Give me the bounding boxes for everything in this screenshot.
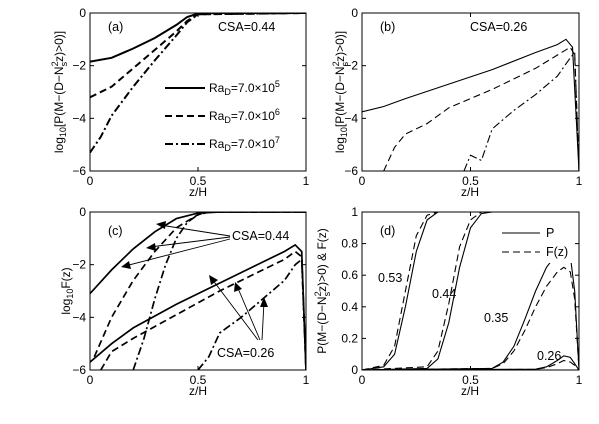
arrow-044-3: [124, 238, 231, 267]
panel-d-ylabel: P(M−(D−N2sz)>0) & F(z): [313, 228, 332, 354]
legend-label-F: F(z): [546, 245, 568, 259]
x-tick-label: 0.5: [462, 174, 479, 188]
series-line-solid: [362, 38, 579, 171]
x-tick-label: 0: [87, 373, 94, 387]
arrowhead-026-1: [209, 275, 218, 285]
panel-b: (b) CSA=0.26 z/H log10[P(M−(D−N2sz)>0)] …: [331, 6, 583, 199]
panel-d-xlabel: z/H: [461, 384, 479, 398]
series-line-dashdot-CSA=0.26: [197, 257, 306, 370]
y-tick-label: −2: [344, 59, 358, 73]
y-tick-label: 0.6: [341, 268, 358, 282]
x-tick-label: 1: [303, 174, 310, 188]
series-line-solid: [90, 13, 306, 63]
y-tick-label: −4: [72, 310, 86, 324]
arrowhead-044-3: [121, 261, 131, 269]
y-tick-label: −2: [72, 59, 86, 73]
arrow-026-2: [236, 285, 261, 341]
series-line-dashdot: [463, 51, 579, 171]
panel-b-annotation: CSA=0.26: [470, 20, 527, 34]
y-tick-label: 0: [79, 6, 86, 20]
series-line-solid-0.26: [362, 355, 579, 370]
series-line-dashed-0.53: [362, 212, 579, 370]
arrow-044-2: [149, 236, 231, 248]
y-tick-label: 1: [351, 205, 358, 219]
panel-a-xlabel: z/H: [189, 185, 207, 199]
x-tick-label: 0.5: [190, 373, 207, 387]
curve-label-026: 0.26: [537, 349, 561, 363]
series-line-dashed-CSA=0.26: [100, 250, 306, 370]
series-line-dashdot-CSA=0.44: [132, 212, 306, 370]
y-tick-label: 0: [79, 205, 86, 219]
y-tick-label: −2: [72, 258, 86, 272]
panel-d-label: (d): [380, 224, 395, 238]
y-tick-label: 0.2: [341, 331, 358, 345]
y-tick-label: 0: [351, 6, 358, 20]
panel-d-series: [362, 212, 579, 370]
curve-label-053: 0.53: [378, 271, 402, 285]
y-tick-label: −6: [72, 363, 86, 377]
panel-c-annotation-026: CSA=0.26: [217, 346, 274, 360]
panel-b-label: (b): [380, 20, 395, 34]
legend-box: [497, 222, 576, 263]
panel-a-ylabel: log10[P(M−(D−N2sz)>0)]: [50, 31, 69, 153]
legend-entry-1: RaD=7.0×105: [209, 79, 280, 97]
x-tick-label: 0: [359, 373, 366, 387]
panel-b-series: [362, 38, 579, 171]
panel-c-ylabel: log10F(z): [59, 267, 75, 314]
series-line-dashed: [90, 13, 306, 99]
panel-c-annotation-044: CSA=0.44: [232, 229, 289, 243]
panel-c-xlabel: z/H: [189, 384, 207, 398]
panel-a-legend: RaD=7.0×105 RaD=7.0×106 RaD=7.0×107: [165, 79, 280, 153]
panel-c: (c) CSA=0.44 CSA=0.26 z/H log10F(z) 0 0.5…: [59, 205, 310, 398]
series-line-dashed-0.26: [362, 359, 579, 370]
series-line-dashed-0.35: [362, 266, 579, 370]
x-tick-label: 0: [359, 174, 366, 188]
panel-d-legend: P F(z): [497, 222, 576, 263]
y-tick-label: 0.8: [341, 237, 358, 251]
y-tick-label: −4: [344, 111, 358, 125]
y-tick-label: −6: [344, 164, 358, 178]
arrowhead-026-3: [260, 297, 268, 307]
series-line-solid-0.44: [362, 212, 579, 370]
x-tick-label: 0.5: [462, 373, 479, 387]
series-line-dashed: [383, 46, 579, 171]
arrow-026-1: [211, 278, 259, 341]
x-tick-label: 1: [576, 373, 583, 387]
arrow-044-1: [159, 224, 231, 237]
panel-c-arrows: [121, 221, 268, 341]
curve-label-044: 0.44: [432, 287, 456, 301]
arrow-026-3: [261, 301, 265, 341]
panel-c-label: (c): [108, 224, 123, 238]
x-tick-label: 1: [303, 373, 310, 387]
panel-d: (d) z/H P(M−(D−N2sz)>0) & F(z) 0.53 0.44…: [313, 205, 583, 398]
panel-a-series: [90, 13, 306, 154]
arrowhead-044-2: [146, 243, 156, 251]
panel-a-annotation: CSA=0.44: [218, 20, 275, 34]
series-line-dashed-0.44: [362, 212, 579, 370]
y-tick-label: −4: [72, 111, 86, 125]
series-line-dashdot: [90, 13, 306, 154]
panel-a: (a) CSA=0.44 z/H log10[P(M−(D−N2sz)>0)] …: [50, 6, 310, 199]
panel-b-ylabel: log10[P(M−(D−N2sz)>0)]: [331, 31, 350, 153]
x-tick-label: 1: [576, 174, 583, 188]
panel-a-label: (a): [108, 20, 123, 34]
arrowhead-026-2: [234, 282, 242, 292]
y-tick-label: −6: [72, 164, 86, 178]
x-tick-label: 0.5: [190, 174, 207, 188]
legend-entry-3: RaD=7.0×107: [209, 135, 280, 153]
series-line-solid-0.53: [362, 212, 579, 370]
y-tick-label: 0.4: [341, 300, 358, 314]
panel-c-series: [90, 212, 306, 370]
curve-label-035: 0.35: [484, 311, 508, 325]
series-line-solid-CSA=0.44: [90, 212, 306, 295]
panel-b-xlabel: z/H: [461, 185, 479, 199]
y-tick-label: 0: [351, 363, 358, 377]
legend-label-P: P: [546, 226, 554, 240]
legend-entry-2: RaD=7.0×106: [209, 107, 280, 125]
x-tick-label: 0: [87, 174, 94, 188]
series-line-solid-CSA=0.26: [90, 243, 306, 370]
